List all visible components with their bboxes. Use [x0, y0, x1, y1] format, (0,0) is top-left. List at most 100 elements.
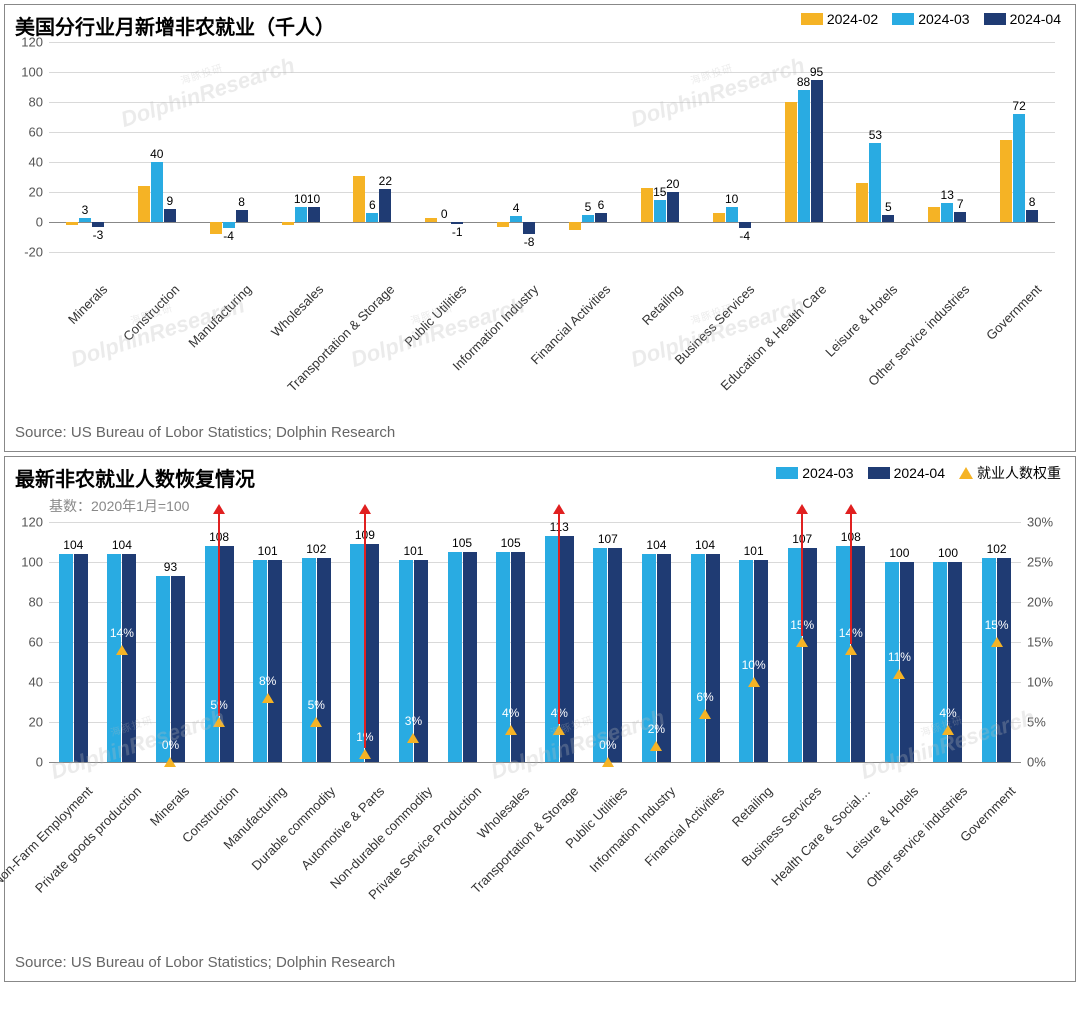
bar-group: 8895	[768, 42, 840, 252]
bar-group: 1010	[265, 42, 337, 252]
bar	[928, 42, 940, 252]
bar	[593, 522, 607, 762]
chart1-wrap: -200204060801001203-3409-4810106220-14-8…	[5, 42, 1075, 422]
bar-group: 10215%	[972, 522, 1021, 762]
bar	[171, 522, 185, 762]
bar-group: 56	[552, 42, 624, 252]
bar: 40	[151, 42, 163, 252]
arrow-up-icon	[801, 506, 803, 636]
bar	[739, 522, 753, 762]
bar: -1	[451, 42, 463, 252]
bar	[706, 522, 720, 762]
triangle-marker	[650, 741, 662, 751]
bar	[156, 522, 170, 762]
bar	[365, 522, 379, 762]
chart2-wrap: 0204060801001200%5%10%15%20%25%30%104104…	[5, 522, 1075, 952]
triangle-marker	[748, 677, 760, 687]
arrow-up-icon	[850, 506, 852, 644]
bar	[122, 522, 136, 762]
bar: -3	[92, 42, 104, 252]
bar	[785, 42, 797, 252]
arrow-up-icon	[558, 506, 560, 724]
bar-group: 10414%	[98, 522, 147, 762]
bar-group: 1134%	[535, 522, 584, 762]
bar	[282, 42, 294, 252]
triangle-marker	[310, 717, 322, 727]
bar-group: 1070%	[584, 522, 633, 762]
chart2-legend: 2024-032024-04就业人数权重	[776, 463, 1061, 483]
legend-item: 就业人数权重	[959, 463, 1061, 483]
bar-group: 0-1	[408, 42, 480, 252]
legend-item: 2024-02	[801, 11, 878, 27]
bar-group: 622	[336, 42, 408, 252]
triangle-marker	[893, 669, 905, 679]
bar	[448, 522, 462, 762]
bar: 72	[1013, 42, 1025, 252]
triangle-marker	[602, 757, 614, 767]
triangle-marker	[359, 749, 371, 759]
bar-group: 1004%	[924, 522, 973, 762]
triangle-marker	[991, 637, 1003, 647]
bar: -4	[739, 42, 751, 252]
legend-item: 2024-04	[984, 11, 1061, 27]
triangle-marker	[845, 645, 857, 655]
bar	[74, 522, 88, 762]
bar-group: 1042%	[632, 522, 681, 762]
chart1-plot: -200204060801001203-3409-4810106220-14-8…	[49, 42, 1055, 252]
bar: 10	[308, 42, 320, 252]
bar: 88	[798, 42, 810, 252]
chart1-panel: 美国分行业月新增非农就业（千人） 2024-022024-032024-04 -…	[4, 4, 1076, 452]
bar-group: 10-4	[696, 42, 768, 252]
bar	[569, 42, 581, 252]
bar-group: 1046%	[681, 522, 730, 762]
bar: 10	[726, 42, 738, 252]
bar	[1000, 42, 1012, 252]
bar-group: 535	[839, 42, 911, 252]
bar-group: 1091%	[341, 522, 390, 762]
bar	[59, 522, 73, 762]
bar	[856, 42, 868, 252]
chart1-legend: 2024-022024-032024-04	[801, 11, 1061, 27]
bar	[138, 42, 150, 252]
bar-group: 10011%	[875, 522, 924, 762]
bar	[463, 522, 477, 762]
bar: 15	[654, 42, 666, 252]
bar-group: 728	[983, 42, 1055, 252]
arrow-up-icon	[364, 506, 366, 748]
bar	[691, 522, 705, 762]
bar: 95	[811, 42, 823, 252]
bar: 10	[295, 42, 307, 252]
bar-group: 10814%	[827, 522, 876, 762]
triangle-marker	[164, 757, 176, 767]
bar	[836, 522, 850, 762]
bar-group: 104	[49, 522, 98, 762]
bar-group: 3-3	[49, 42, 121, 252]
bar	[608, 522, 622, 762]
bar	[851, 522, 865, 762]
bar-group: 137	[911, 42, 983, 252]
bar-group: 1085%	[195, 522, 244, 762]
bar	[107, 522, 121, 762]
bar: -8	[523, 42, 535, 252]
bar: -4	[223, 42, 235, 252]
bar-group: -48	[193, 42, 265, 252]
bar: 6	[595, 42, 607, 252]
bar: 5	[582, 42, 594, 252]
bar-group: 1054%	[486, 522, 535, 762]
bar-group: 409	[121, 42, 193, 252]
chart2-xaxis: Total Non-Farm EmploymentPrivate goods p…	[49, 762, 1021, 952]
bar-group: 10715%	[778, 522, 827, 762]
bar-group: 1013%	[389, 522, 438, 762]
bar-group: 105	[438, 522, 487, 762]
bar: 5	[882, 42, 894, 252]
bar	[713, 42, 725, 252]
chart2-subtitle: 基数：2020年1月=100	[5, 494, 1075, 522]
triangle-marker	[505, 725, 517, 735]
bar: 7	[954, 42, 966, 252]
triangle-marker	[213, 717, 225, 727]
bar	[350, 522, 364, 762]
bar-group: 930%	[146, 522, 195, 762]
bar	[353, 42, 365, 252]
bar	[497, 42, 509, 252]
bar: 4	[510, 42, 522, 252]
